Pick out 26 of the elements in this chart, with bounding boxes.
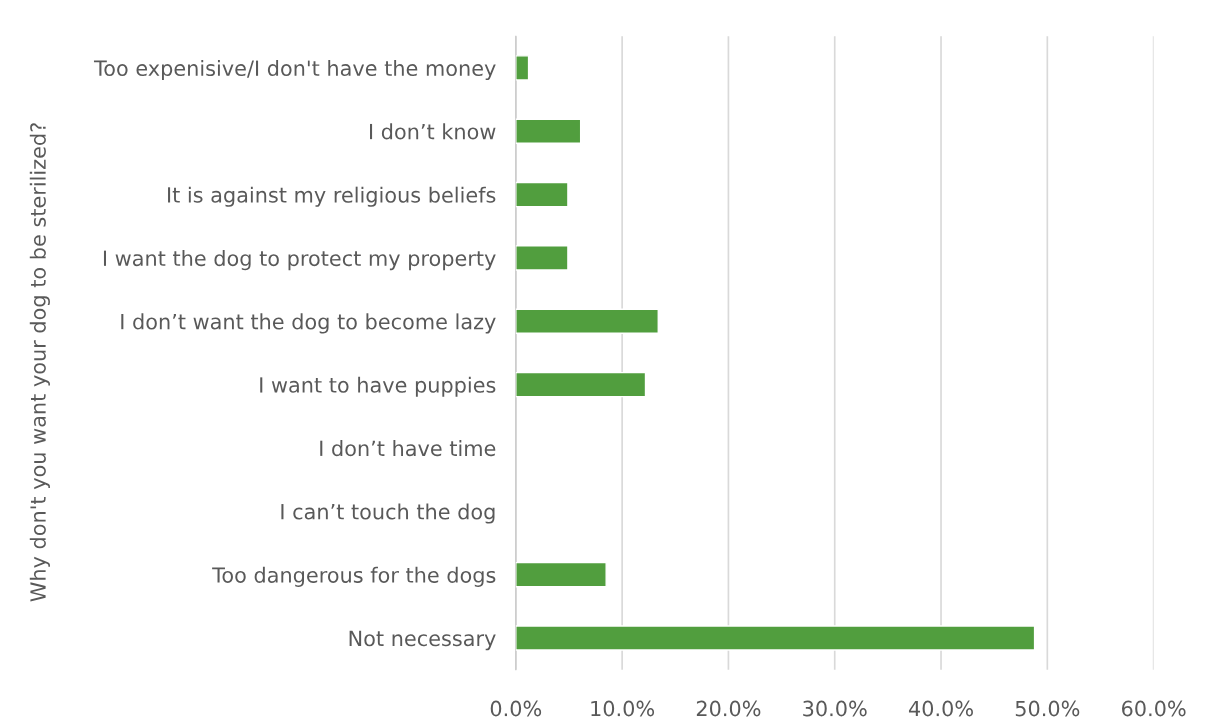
y-tick-label: It is against my religious beliefs (168, 186, 496, 207)
x-tick-label: 30.0% (803, 700, 867, 717)
bar (515, 625, 1036, 651)
x-tick-label: 10.0% (591, 700, 655, 717)
x-tick-label: 20.0% (696, 700, 761, 717)
bar (515, 118, 582, 144)
y-tick-label: I don’t want the dog to become lazy (121, 313, 496, 334)
x-tick-label: 50.0% (1015, 700, 1080, 717)
x-tick-label: 40.0% (908, 700, 973, 717)
bar (515, 55, 530, 81)
x-tick-label: 0.0% (490, 700, 542, 717)
y-tick-label: I don’t have time (320, 440, 496, 457)
x-tick-label: 60.0% (1122, 700, 1186, 717)
y-tick-label: I don’t know (370, 123, 496, 140)
bar (515, 181, 569, 208)
y-tick-label: I want to have puppies (260, 376, 496, 397)
y-tick-label: I want the dog to protect my property (103, 250, 496, 271)
y-tick-label: I can’t touch the dog (281, 503, 495, 524)
y-axis-title: Why don't you want your dog to be sterilized? (29, 123, 50, 602)
bar (515, 245, 569, 271)
bar (515, 308, 659, 335)
y-tick-label: Not necessary (349, 630, 496, 651)
y-tick-label: Too dangerous for the dogs (212, 566, 496, 587)
bar (515, 371, 647, 398)
y-tick-label: Too expenisive/I don't have the money (93, 59, 496, 81)
bar (515, 561, 607, 588)
